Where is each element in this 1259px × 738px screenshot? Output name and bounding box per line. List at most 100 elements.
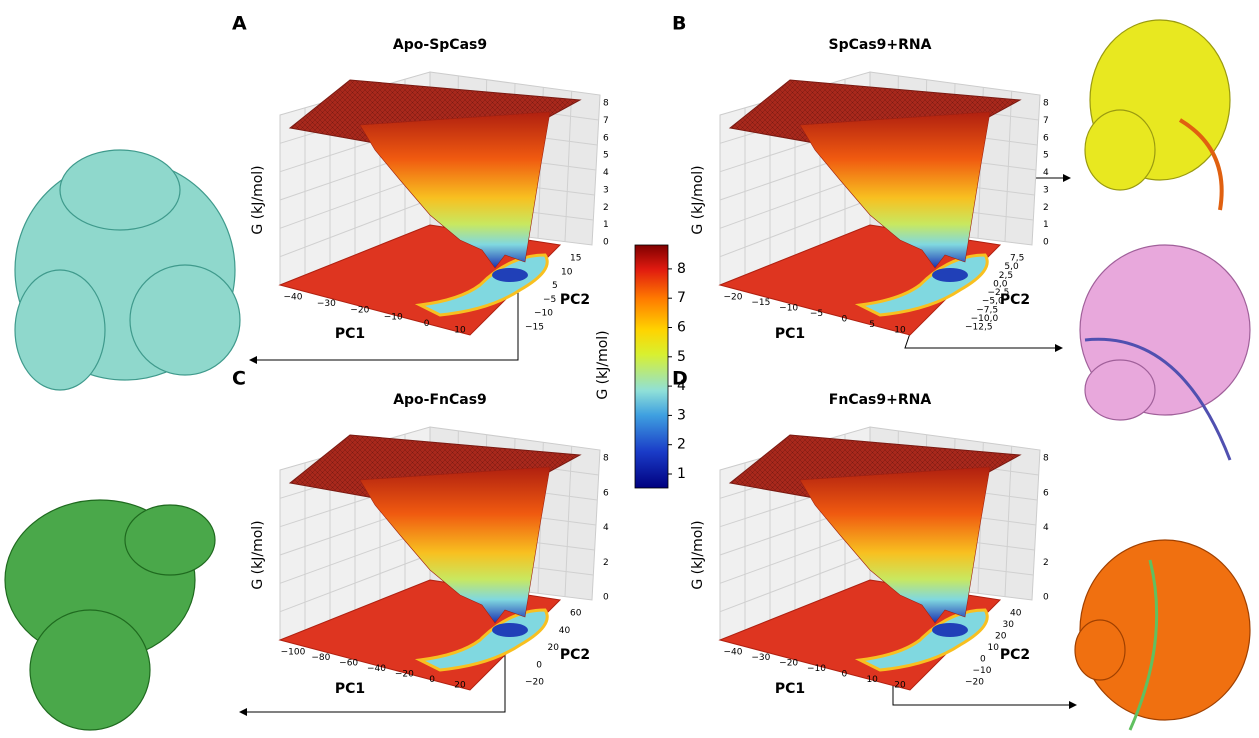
y-axis-label: PC2 [560,292,590,308]
x-axis-label: PC1 [335,326,365,342]
x-tick-label: −10 [384,312,403,322]
y-tick-label: −10 [973,666,992,676]
y-tick-label: 10 [988,643,1000,653]
z-tick-label: 2 [603,558,609,568]
z-tick-label: 2 [603,203,609,213]
y-tick-label: 60 [570,609,582,619]
panel-letter: B [672,13,686,35]
z-tick-label: 3 [603,185,609,195]
y-tick-label: −20 [965,678,984,688]
z-tick-label: 0 [603,593,609,603]
panel-title: Apo-FnCas9 [393,392,487,408]
x-tick-label: −40 [284,293,303,303]
y-tick-label: −7,5 [976,305,998,315]
wall-grid [719,199,871,258]
z-tick-label: 2 [1043,203,1049,213]
z-tick-label: 4 [1043,523,1049,533]
y-tick-label: 20 [995,632,1007,642]
y-tick-label: 40 [559,626,571,636]
z-tick-label: 8 [1043,454,1049,464]
x-tick-label: −20 [395,670,414,680]
colorbar-tick-label: 3 [677,407,686,423]
z-tick-label: 6 [1043,133,1049,143]
colorbar-tick-label: 1 [677,466,686,482]
energy-surface-funnel [799,466,991,624]
panel-title: FnCas9+RNA [829,392,932,408]
energy-surface-funnel [359,111,551,269]
panel: A Apo-SpCas9 G (kJ/mol) PC1 PC2 0 1 2 3 4 5 6 7 8 −40 −… [232,13,609,343]
x-tick-label: −20 [779,659,798,669]
x-tick-label: −80 [311,653,330,663]
x-tick-label: −10 [807,664,826,674]
y-tick-label: 7,5 [1010,254,1024,264]
y-tick-label: 0 [980,655,986,665]
z-tick-label: 4 [603,168,609,178]
z-tick-label: 8 [603,454,609,464]
y-tick-label: −10 [534,309,553,319]
colorbar-gradient [634,244,669,489]
y-tick-label: −5,0 [982,297,1004,307]
y-tick-label: 40 [1010,609,1022,619]
x-tick-label: 0 [841,670,847,680]
x-tick-label: 20 [894,681,906,691]
colorbar-tick-label: 5 [677,349,686,365]
y-tick-label: 10 [561,267,573,277]
wall-grid [279,554,431,613]
x-tick-label: −30 [317,299,336,309]
x-tick-label: 10 [894,326,906,336]
z-tick-label: 8 [1043,99,1049,109]
y-tick-label: 5 [552,281,558,291]
y-tick-label: −2,5 [988,288,1010,298]
x-tick-label: −10 [779,304,798,314]
z-tick-label: 0 [1043,238,1049,248]
x-tick-label: −15 [751,298,770,308]
z-tick-label: 0 [603,238,609,248]
y-axis-label: PC2 [560,647,590,663]
z-tick-label: 3 [1043,185,1049,195]
x-tick-label: −40 [724,648,743,658]
x-tick-label: 20 [454,681,466,691]
panel-letter: A [232,13,247,35]
x-tick-label: 0 [424,319,430,329]
y-axis-label: PC2 [1000,647,1030,663]
z-axis-label: G (kJ/mol) [250,165,266,234]
colorbar-label: G (kJ/mol) [595,330,611,399]
x-tick-label: −100 [281,648,306,658]
x-tick-label: 10 [454,326,466,336]
colorbar [634,244,669,489]
z-axis-label: G (kJ/mol) [690,165,706,234]
protein-structures [4,19,1251,731]
y-tick-label: −5 [543,295,556,305]
y-tick-label: −12,5 [965,323,993,333]
wall-grid [279,199,431,258]
y-axis-label: PC2 [1000,292,1030,308]
energy-surface-funnel [799,111,991,269]
z-tick-label: 5 [1043,151,1049,161]
x-tick-label: 0 [429,675,435,685]
x-tick-label: 10 [866,675,878,685]
colorbar-tick-label: 4 [677,378,686,394]
panel-letter: D [672,368,688,390]
y-tick-label: 2,5 [999,271,1013,281]
panel-title: SpCas9+RNA [829,37,932,53]
y-tick-label: 30 [1003,620,1015,630]
z-tick-label: 1 [603,220,609,230]
x-tick-label: −5 [810,309,823,319]
wall-grid [719,554,871,613]
y-tick-label: 5,0 [1004,262,1019,272]
y-tick-label: −15 [525,323,544,333]
z-tick-label: 1 [1043,220,1049,230]
x-tick-label: −40 [367,664,386,674]
z-axis-label: G (kJ/mol) [250,520,266,589]
energy-surface-funnel [359,466,551,624]
z-tick-label: 0 [1043,593,1049,603]
x-axis-label: PC1 [775,681,805,697]
colorbar-tick-label: 2 [677,437,686,453]
x-tick-label: −20 [724,293,743,303]
y-tick-label: 0 [536,660,542,670]
colorbar-tick-label: 7 [677,290,686,306]
z-tick-label: 6 [603,488,609,498]
